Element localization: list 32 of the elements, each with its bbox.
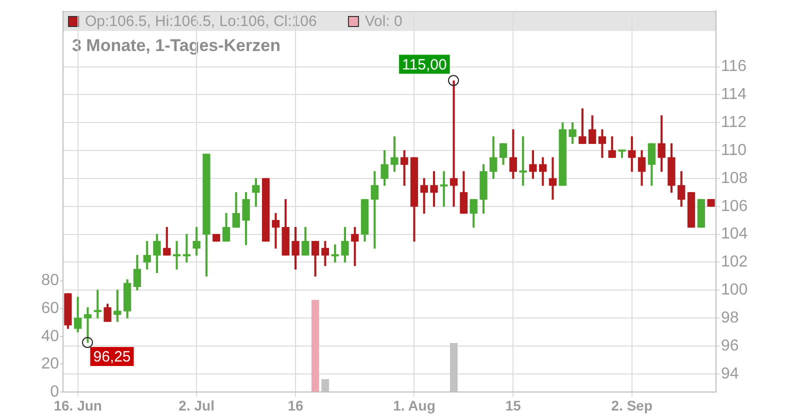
x-tick-label: 2. Jul <box>178 397 214 414</box>
y2-tick-label: 20 <box>41 356 60 373</box>
x-tick-label: 1. Aug <box>393 397 436 414</box>
candlestick <box>440 171 448 207</box>
y-tick-label: 108 <box>721 170 748 187</box>
candlestick <box>84 307 92 343</box>
x-tick-label: 2. Sep <box>611 397 653 414</box>
y-tick-label: 94 <box>721 365 739 382</box>
bar <box>311 300 320 392</box>
x-tick-label: 16 <box>288 397 304 414</box>
y-tick-label: 104 <box>721 226 748 243</box>
y-tick-label: 98 <box>721 309 739 326</box>
candlestick <box>548 157 557 200</box>
y2-tick-label: 60 <box>41 300 60 317</box>
y-tick-label: 112 <box>721 114 747 132</box>
candlestick <box>450 80 458 207</box>
y-tick-label: 116 <box>721 58 747 76</box>
y2-tick-label: 40 <box>41 328 60 345</box>
candlestick <box>94 290 102 318</box>
annotation: Op:106.5, Hi:106.5, Lo:106, Cl:106 <box>85 13 317 30</box>
annotation: 96,25 <box>93 348 131 366</box>
y-tick-label: 102 <box>721 254 748 271</box>
annotation: Vol: 0 <box>364 13 402 30</box>
y-tick-label: 114 <box>721 86 747 104</box>
y-tick-label: 100 <box>721 282 748 299</box>
y2-tick-label: 80 <box>41 272 60 290</box>
candlestick <box>519 136 527 186</box>
y-tick-label: 106 <box>721 198 748 215</box>
y-tick-label: 110 <box>721 142 747 159</box>
y-tick-label: 96 <box>721 337 739 354</box>
x-tick-label: 15 <box>505 397 522 414</box>
annotation: 115,00 <box>402 56 447 74</box>
